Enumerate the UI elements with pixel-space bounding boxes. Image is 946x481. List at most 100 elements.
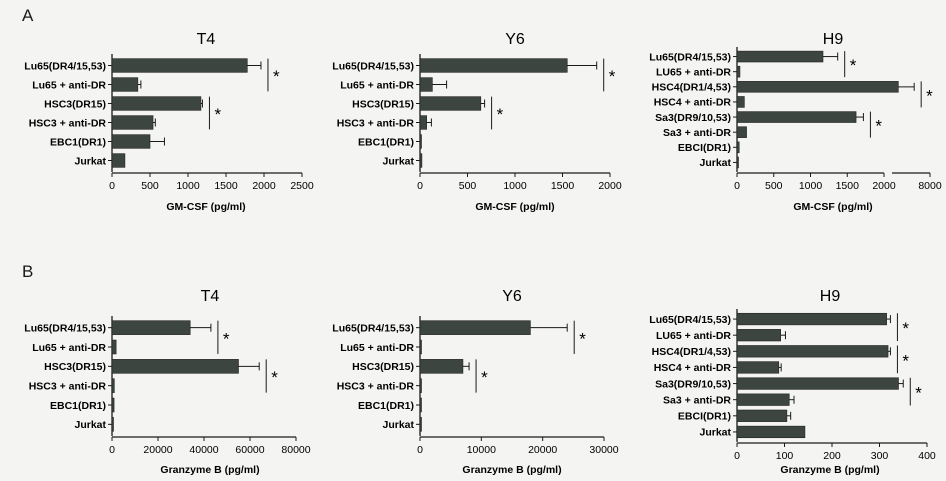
bar (736, 377, 899, 390)
bar (736, 393, 790, 406)
x-tick-label: 500 (141, 180, 159, 192)
x-tick-label: 300 (871, 450, 889, 462)
bar (736, 96, 745, 108)
category-label: HSC3 + anti-DR (337, 380, 415, 392)
bar (736, 425, 806, 439)
bar (419, 153, 423, 168)
chart-title: H9 (820, 288, 841, 305)
bar (111, 115, 154, 130)
bar (419, 378, 422, 393)
chart-title: T4 (197, 31, 216, 48)
bar (736, 50, 824, 63)
category-label: HSC3 + anti-DR (29, 117, 107, 129)
x-tick-label: 2000 (252, 180, 276, 192)
category-label: HSC3(DR15) (352, 98, 414, 110)
bar (111, 397, 115, 413)
bar (111, 339, 117, 355)
category-label: Lu65(DR4/15,53) (24, 60, 106, 72)
bar (736, 361, 780, 374)
bar (419, 417, 422, 432)
significance-star: * (273, 67, 280, 86)
x-tick-label: 20000 (143, 444, 172, 456)
significance-star: * (223, 329, 230, 348)
chart-title: T4 (201, 288, 220, 305)
category-label: Sa3(DR9/10,53) (655, 378, 731, 390)
bar (419, 77, 433, 92)
x-tick-label: 2500 (290, 180, 314, 192)
bar (736, 409, 788, 422)
category-label: EBC1(DR1) (358, 136, 414, 148)
category-label: Jurkat (74, 419, 106, 431)
bar (419, 96, 482, 111)
significance-star: * (214, 105, 221, 124)
category-label: EBCI(DR1) (678, 142, 731, 154)
x-tick-label: 500 (459, 180, 477, 192)
bar (736, 156, 739, 169)
category-label: HSC3 + anti-DR (29, 380, 107, 392)
x-tick-label: 1000 (176, 180, 200, 192)
bar (419, 397, 422, 413)
x-axis-label: Granzyme B (pg/ml) (160, 464, 259, 476)
bar (736, 111, 857, 123)
significance-star: * (579, 329, 586, 348)
bar (736, 65, 741, 78)
x-tick-label: 200 (823, 450, 841, 462)
significance-star: * (902, 351, 909, 370)
x-tick-label: 100 (776, 450, 794, 462)
x-tick-label: 1000 (503, 180, 527, 192)
category-label: HSC3 + anti-DR (337, 117, 415, 129)
bar (111, 320, 191, 335)
category-label: EBC1(DR1) (358, 400, 414, 412)
significance-star: * (271, 368, 278, 387)
x-tick-label: 2000 (872, 180, 896, 192)
bar (736, 312, 887, 326)
significance-star: * (915, 384, 922, 403)
significance-star: * (481, 368, 488, 387)
significance-star: * (609, 67, 616, 86)
bar (111, 134, 151, 149)
category-label: HSC3(DR15) (44, 98, 106, 110)
x-tick-label: 0 (417, 444, 423, 456)
x-tick-label: 0 (417, 180, 423, 192)
bar (736, 141, 740, 154)
category-label: HSC4 + anti-DR (654, 362, 732, 374)
category-label: Lu65(DR4/15,53) (649, 314, 731, 326)
category-label: Jurkat (382, 155, 414, 167)
x-axis-label: Granzyme B (pg/ml) (462, 464, 561, 476)
x-tick-label: 30000 (589, 444, 618, 456)
x-axis-label: Granzyme B (pg/ml) (780, 464, 879, 476)
bar (111, 417, 114, 432)
x-tick-label: 1000 (799, 180, 823, 192)
category-label: HSC4(DR1/4,53) (652, 82, 731, 94)
bar (111, 359, 239, 374)
chart-title: H9 (823, 31, 844, 48)
chart-title: Y6 (505, 31, 525, 48)
category-label: Sa3(DR9/10,53) (655, 112, 731, 124)
category-label: Jurkat (699, 157, 731, 169)
category-label: EBCI(DR1) (678, 411, 731, 423)
significance-star: * (850, 56, 857, 75)
category-label: EBC1(DR1) (50, 136, 106, 148)
x-tick-label: 1500 (836, 180, 860, 192)
category-label: Jurkat (382, 419, 414, 431)
x-tick-label: 0 (734, 180, 740, 192)
bar (736, 126, 747, 138)
x-tick-label: 1500 (214, 180, 238, 192)
bar (736, 345, 889, 358)
bar (419, 339, 422, 355)
x-tick-label: 60000 (235, 444, 264, 456)
significance-star: * (497, 105, 504, 124)
category-label: Lu65(DR4/15,53) (332, 60, 414, 72)
bar (111, 96, 202, 111)
bar (736, 81, 899, 93)
x-tick-label: 8000 (918, 180, 942, 192)
x-tick-label: 500 (765, 180, 783, 192)
category-label: Lu65 + anti-DR (340, 342, 414, 354)
category-label: Jurkat (699, 427, 731, 439)
category-label: HSC4 + anti-DR (654, 97, 732, 109)
category-label: Lu65(DR4/15,53) (332, 322, 414, 334)
bar (419, 359, 464, 374)
bar (419, 115, 427, 130)
category-label: LU65 + anti-DR (656, 330, 731, 342)
